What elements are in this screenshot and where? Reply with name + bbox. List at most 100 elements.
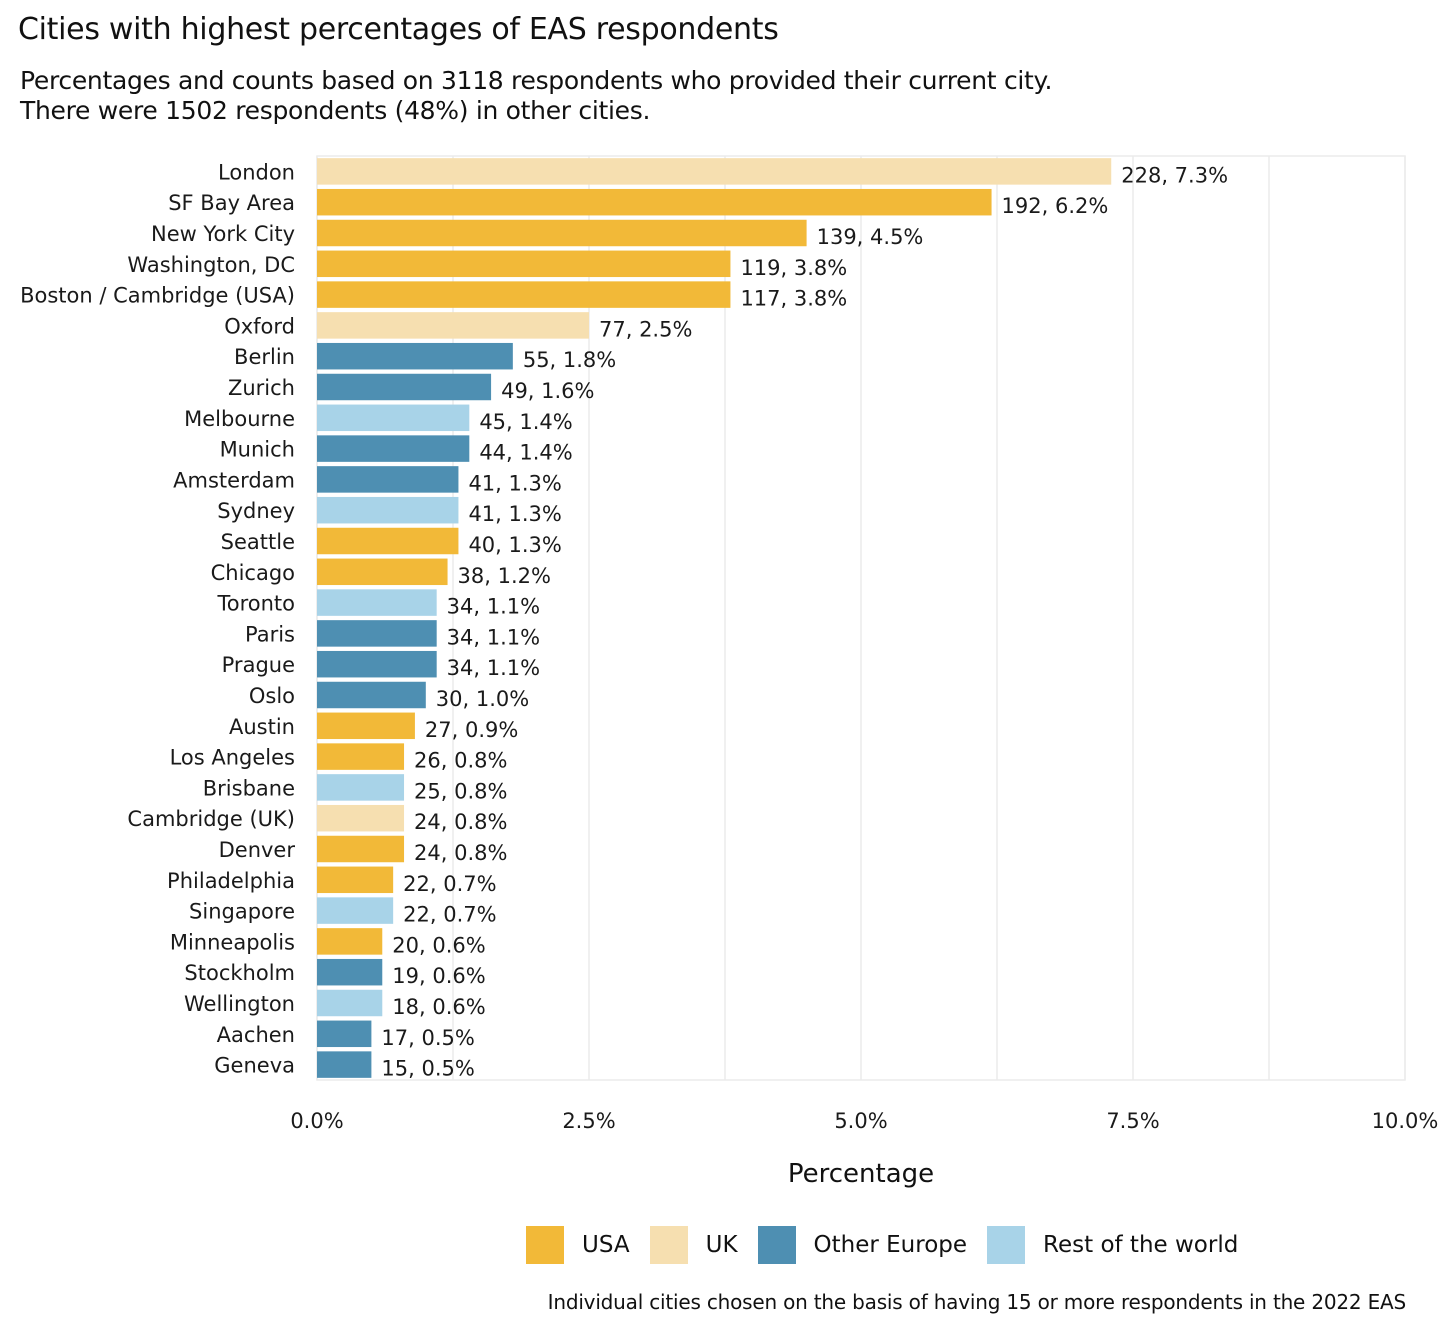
category-label: Washington, DC [127,253,295,277]
data-label: 139, 4.5% [817,225,924,249]
data-label: 55, 1.8% [523,348,616,372]
category-label: Stockholm [184,961,295,985]
category-label: Berlin [234,345,295,369]
data-label: 192, 6.2% [1002,194,1109,218]
data-label: 24, 0.8% [414,810,507,834]
subtitle-line-1: Percentages and counts based on 3118 res… [20,66,1053,95]
legend-label: Other Europe [813,1232,968,1258]
bar-singapore [317,897,394,924]
grid-layer [316,155,1406,1081]
bar-sf-bay-area [317,188,992,216]
category-label: Amsterdam [173,468,295,492]
bar-toronto [317,589,437,616]
data-label: 24, 0.8% [414,841,507,865]
category-label: Denver [219,838,296,862]
data-label: 25, 0.8% [414,779,507,803]
data-label: 20, 0.6% [392,933,485,957]
chart-caption: Individual cities chosen on the basis of… [547,1290,1407,1314]
bar-amsterdam [317,466,459,493]
legend-swatch [757,1226,796,1264]
legend-swatch [649,1226,688,1264]
bar-oxford [317,312,589,339]
bar-london [317,158,1112,185]
bar-chart: London 228, 7.3% SF Bay Area 192, 6.2% New Y… [20,155,1438,1189]
data-label: 45, 1.4% [479,410,572,434]
data-label: 19, 0.6% [392,964,485,988]
bar-berlin [317,342,513,370]
bar-seattle [317,527,459,555]
bar-boston-cambridge-usa [317,281,731,308]
bar-aachen [317,1020,372,1048]
legend-item: USA [526,1226,630,1264]
x-tick-label: 0.0% [290,1109,343,1133]
category-label: Philadelphia [167,869,295,893]
legend-label: USA [582,1232,630,1258]
legend: USA UK Other Europe Rest of the world [526,1226,1258,1264]
category-label: Singapore [189,900,295,924]
data-label: 30, 1.0% [436,687,529,711]
bars-layer [317,158,1112,1078]
legend-item: Other Europe [757,1226,968,1264]
legend-item: UK [649,1226,738,1264]
bar-denver [317,835,405,863]
subtitle-line-2: There were 1502 respondents (48%) in oth… [20,96,651,125]
bar-washington-dc [317,250,731,278]
data-label: 27, 0.9% [425,718,518,742]
category-label: SF Bay Area [168,191,295,215]
x-axis: 0.0% 2.5% 5.0% 7.5% 10.0% Percentage [290,1109,1438,1189]
data-label: 44, 1.4% [479,441,572,465]
data-label: 38, 1.2% [458,564,551,588]
data-label: 17, 0.5% [381,1026,474,1050]
category-label: Austin [229,715,295,739]
legend-label: Rest of the world [1043,1232,1239,1258]
data-label: 228, 7.3% [1121,163,1228,187]
category-label: Munich [220,438,295,462]
bar-minneapolis [317,928,383,955]
chart-title: Cities with highest percentages of EAS r… [18,12,779,47]
legend-swatch [987,1226,1026,1264]
category-label: London [218,160,295,184]
x-tick-label: 7.5% [1106,1109,1159,1133]
category-label: Minneapolis [170,930,295,954]
data-label: 77, 2.5% [599,317,692,341]
data-label: 22, 0.7% [403,903,496,927]
category-label: Zurich [228,376,295,400]
category-label: Boston / Cambridge (USA) [20,284,295,308]
bar-wellington [317,989,383,1017]
bar-new-york-city [317,219,807,247]
bar-chicago [317,558,448,586]
data-label: 22, 0.7% [403,872,496,896]
category-label: Oxford [224,314,295,338]
x-axis-title: Percentage [788,1159,934,1189]
bar-sydney [317,496,459,524]
x-tick-label: 5.0% [834,1109,887,1133]
data-label: 40, 1.3% [468,533,561,557]
category-label: Los Angeles [170,746,295,770]
category-label: Cambridge (UK) [127,807,295,831]
x-tick-label: 10.0% [1372,1109,1439,1133]
category-label: Brisbane [203,776,295,800]
data-label: 41, 1.3% [468,471,561,495]
bar-prague [317,650,437,678]
data-label: 49, 1.6% [501,379,594,403]
data-label: 34, 1.1% [447,595,540,619]
data-label: 41, 1.3% [468,502,561,526]
bar-philadelphia [317,866,394,894]
chart-subtitle: Percentages and counts based on 3118 res… [20,66,1052,126]
bar-los-angeles [317,743,405,770]
category-label: Aachen [217,1023,295,1047]
category-label: Wellington [184,992,295,1016]
bar-munich [317,435,470,462]
category-label: Toronto [216,592,295,616]
data-label: 18, 0.6% [392,995,485,1019]
category-label: Chicago [211,561,295,585]
category-label: New York City [151,222,295,246]
category-label: Paris [245,622,295,646]
bar-cambridge-uk [317,804,405,832]
legend-swatch [526,1226,564,1264]
data-label: 117, 3.8% [740,287,847,311]
bar-zurich [317,373,492,401]
data-label: 34, 1.1% [447,625,540,649]
labels-layer: London 228, 7.3% SF Bay Area 192, 6.2% New Y… [20,160,1228,1080]
